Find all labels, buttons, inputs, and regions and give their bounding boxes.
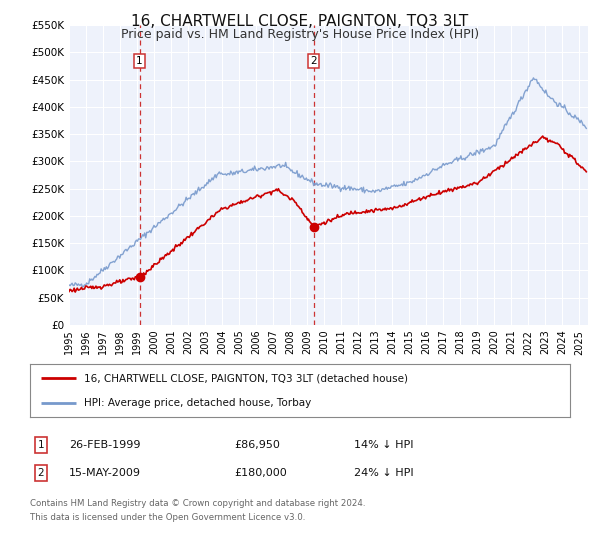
Text: 1: 1	[136, 56, 143, 66]
Text: 2: 2	[37, 468, 44, 478]
Text: 24% ↓ HPI: 24% ↓ HPI	[354, 468, 413, 478]
Text: £180,000: £180,000	[234, 468, 287, 478]
Text: 14% ↓ HPI: 14% ↓ HPI	[354, 440, 413, 450]
Text: Price paid vs. HM Land Registry's House Price Index (HPI): Price paid vs. HM Land Registry's House …	[121, 28, 479, 41]
Text: 1: 1	[37, 440, 44, 450]
Text: This data is licensed under the Open Government Licence v3.0.: This data is licensed under the Open Gov…	[30, 514, 305, 522]
Text: HPI: Average price, detached house, Torbay: HPI: Average price, detached house, Torb…	[84, 398, 311, 408]
Text: 26-FEB-1999: 26-FEB-1999	[69, 440, 140, 450]
Text: Contains HM Land Registry data © Crown copyright and database right 2024.: Contains HM Land Registry data © Crown c…	[30, 500, 365, 508]
Text: 16, CHARTWELL CLOSE, PAIGNTON, TQ3 3LT (detached house): 16, CHARTWELL CLOSE, PAIGNTON, TQ3 3LT (…	[84, 374, 408, 384]
Text: £86,950: £86,950	[234, 440, 280, 450]
Text: 15-MAY-2009: 15-MAY-2009	[69, 468, 141, 478]
Text: 16, CHARTWELL CLOSE, PAIGNTON, TQ3 3LT: 16, CHARTWELL CLOSE, PAIGNTON, TQ3 3LT	[131, 14, 469, 29]
Text: 2: 2	[310, 56, 317, 66]
